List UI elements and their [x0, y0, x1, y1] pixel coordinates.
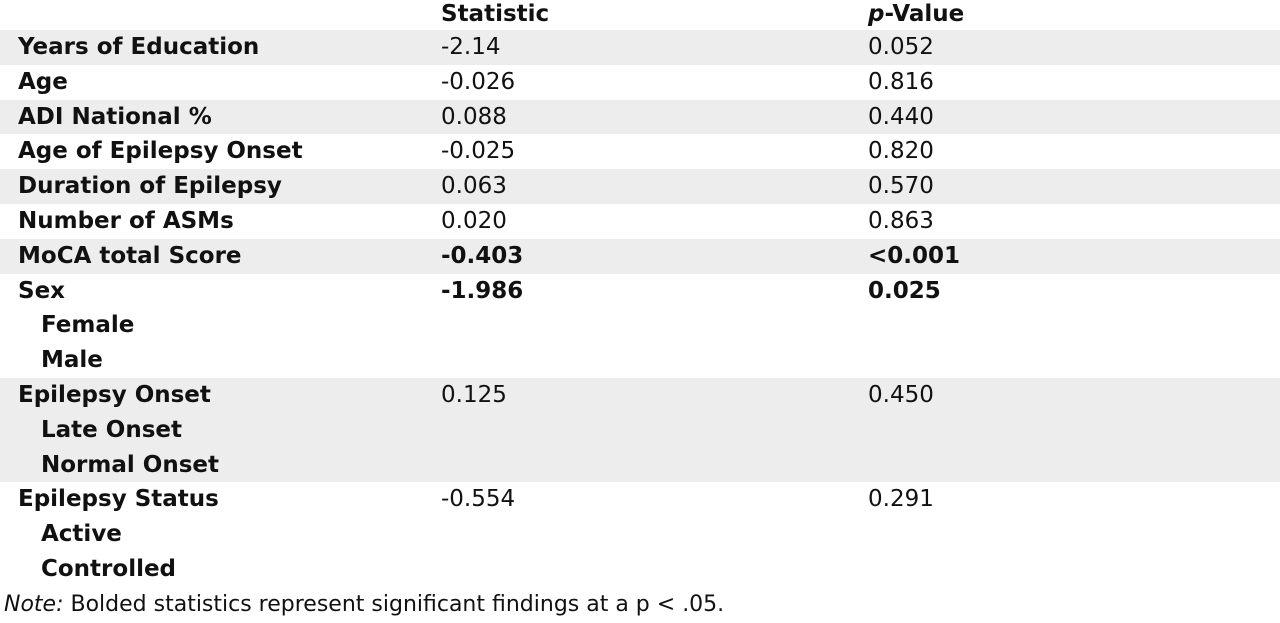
statistic: -1.986	[441, 277, 524, 304]
p-value: 0.440	[868, 103, 934, 130]
p-value: 0.291	[868, 486, 934, 513]
note-label: Note:	[4, 592, 64, 617]
statistic: 0.088	[441, 103, 507, 130]
sub-label: Controlled	[41, 556, 177, 582]
sub-label: Active	[41, 521, 122, 548]
p-value: <0.001	[868, 242, 961, 269]
p-value: 0.450	[868, 382, 934, 408]
row-band	[0, 99, 1280, 135]
note-text: Bolded statistics represent significant …	[70, 592, 725, 617]
row-label: Age of Epilepsy Onset	[18, 138, 303, 165]
row-band	[0, 169, 1280, 204]
sub-label: Late Onset	[41, 416, 182, 443]
sub-label: Normal Onset	[41, 451, 219, 478]
row-label: Epilepsy Onset	[18, 382, 211, 408]
statistic: 0.125	[441, 382, 507, 408]
row-band	[0, 30, 1280, 65]
statistic: -0.554	[441, 486, 516, 513]
row-label: Number of ASMs	[18, 208, 234, 234]
statistic: -0.026	[441, 68, 516, 95]
p-value: 0.025	[868, 277, 941, 304]
column-header: p-Value	[868, 1, 965, 27]
p-value: 0.820	[868, 138, 934, 165]
row-label: MoCA total Score	[18, 242, 242, 269]
row-band	[0, 378, 1280, 483]
row-label: Years of Education	[18, 34, 260, 60]
row-label: Age	[18, 68, 68, 95]
p-value: 0.863	[868, 208, 934, 234]
row-label: Sex	[18, 277, 65, 304]
statistic: -2.14	[441, 34, 501, 60]
statistic: 0.020	[441, 208, 507, 234]
p-value: 0.052	[868, 34, 934, 60]
p-value: 0.816	[868, 68, 934, 95]
table-note: Note: Bolded statistics represent signif…	[4, 589, 724, 621]
row-label: ADI National %	[18, 103, 212, 130]
statistic: 0.063	[441, 173, 507, 200]
row-label: Duration of Epilepsy	[18, 173, 282, 200]
p-value: 0.570	[868, 173, 934, 200]
sub-label: Female	[41, 312, 135, 339]
statistic: -0.403	[441, 242, 524, 269]
row-label: Epilepsy Status	[18, 486, 219, 513]
column-header: Statistic	[441, 1, 550, 27]
statistic: -0.025	[441, 138, 516, 165]
sub-label: Male	[41, 347, 103, 374]
row-band	[0, 238, 1280, 274]
